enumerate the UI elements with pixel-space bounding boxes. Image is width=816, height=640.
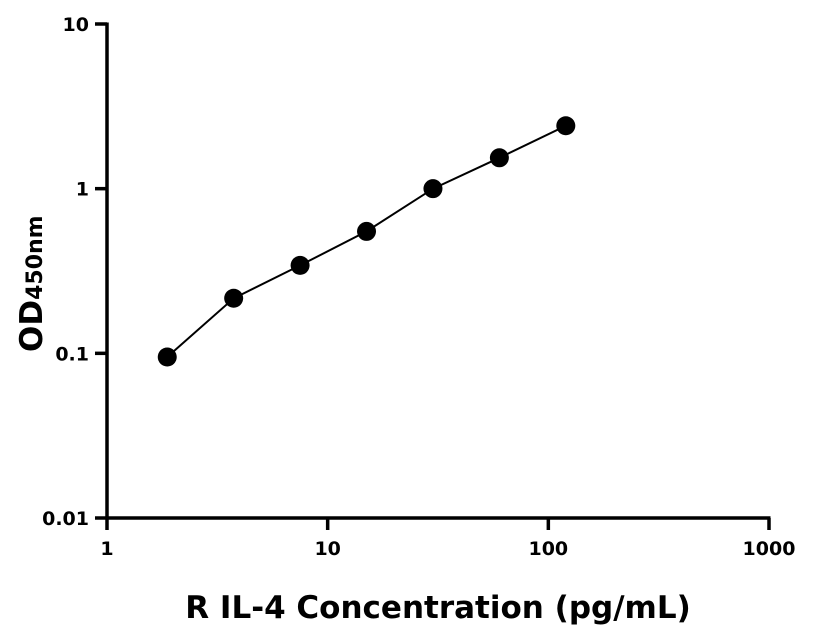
- data-point: [556, 116, 576, 136]
- y-axis-label-sub: 450nm: [23, 215, 48, 300]
- x-axis-label: R IL-4 Concentration (pg/mL): [185, 590, 691, 626]
- y-tick-label: 0.01: [42, 508, 89, 530]
- x-tick-label: 10: [314, 538, 340, 560]
- x-tick-label: 100: [528, 538, 568, 560]
- x-tick-label: 1000: [743, 538, 796, 560]
- y-tick-label: 10: [63, 14, 89, 36]
- data-point: [423, 179, 443, 199]
- data-points: [157, 116, 576, 367]
- data-point: [224, 288, 244, 308]
- axes: 1 10 100 1000 0.01 0.1 1 10: [42, 14, 795, 560]
- data-point: [489, 148, 509, 168]
- y-axis-label: OD450nm: [14, 215, 50, 352]
- y-tick-label: 0.1: [55, 343, 89, 365]
- y-axis-label-main: OD: [14, 300, 50, 352]
- data-point: [157, 347, 177, 367]
- data-point: [290, 255, 310, 275]
- y-tick-label: 1: [76, 179, 89, 201]
- x-tick-label: 1: [100, 538, 113, 560]
- data-point: [357, 221, 377, 241]
